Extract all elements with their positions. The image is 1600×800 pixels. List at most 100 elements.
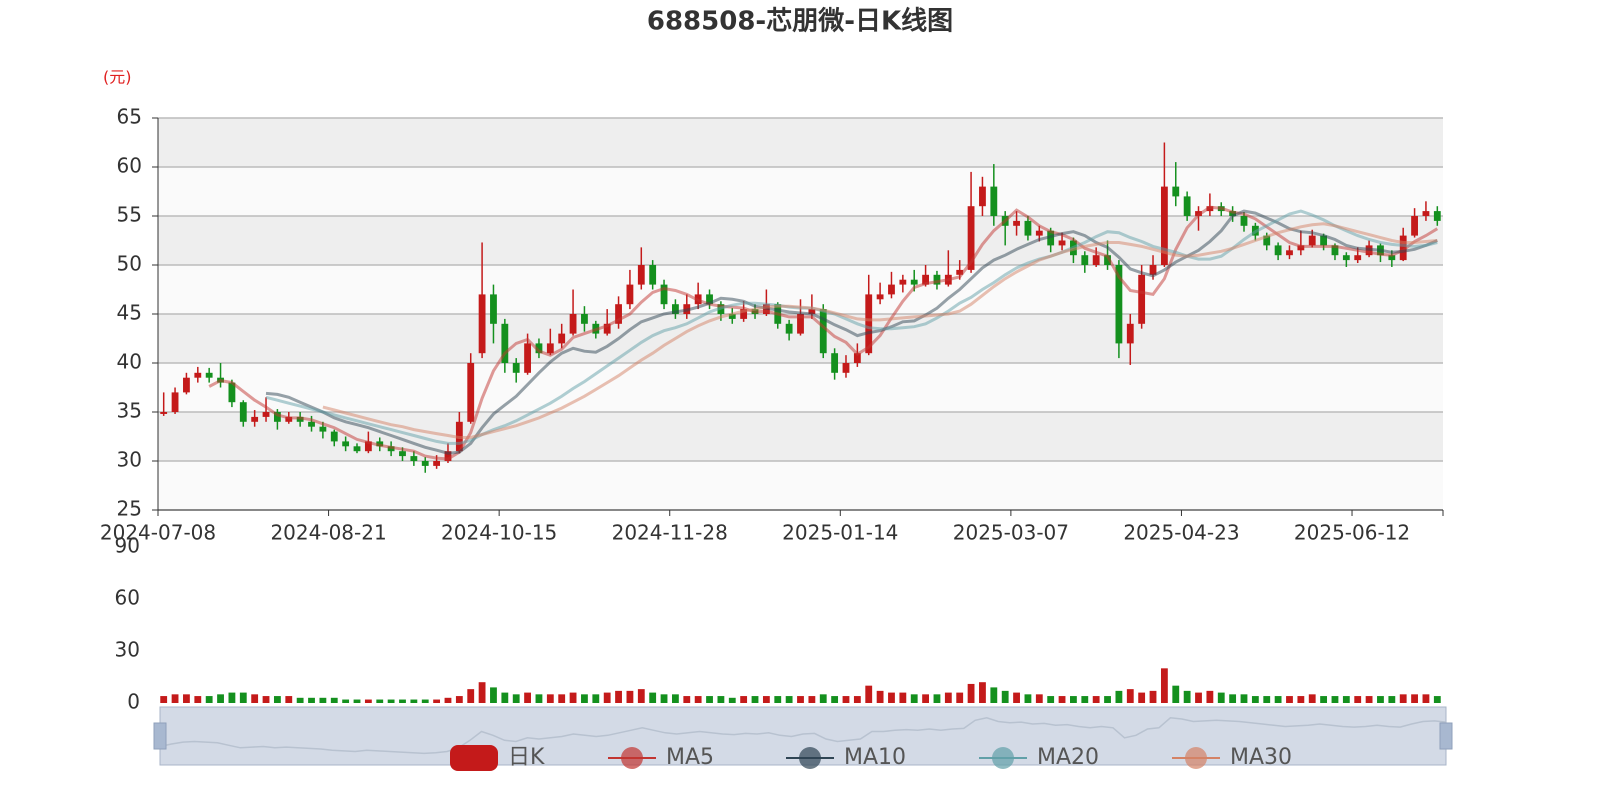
candle-body bbox=[262, 412, 270, 417]
x-tick-label: 2025-04-23 bbox=[1123, 521, 1239, 545]
candle-body bbox=[728, 314, 736, 319]
volume-bar bbox=[1411, 694, 1418, 703]
candle-body bbox=[467, 363, 475, 422]
volume-bar bbox=[1149, 690, 1157, 703]
volume-bar bbox=[649, 692, 657, 703]
legend-icon bbox=[621, 747, 643, 769]
volume-tick-label: 90 bbox=[115, 534, 140, 558]
volume-bar bbox=[1047, 696, 1055, 703]
candle-body bbox=[1115, 265, 1123, 344]
volume-bar bbox=[853, 696, 861, 703]
candle-body bbox=[672, 304, 679, 314]
candle-body bbox=[1331, 245, 1339, 256]
volume-bar bbox=[1365, 696, 1373, 703]
volume-bar bbox=[581, 694, 588, 703]
legend-item[interactable]: MA30 bbox=[1172, 745, 1292, 770]
volume-bar bbox=[944, 692, 952, 703]
volume-bar bbox=[615, 690, 622, 703]
y-tick-label: 35 bbox=[117, 399, 142, 423]
candle-body bbox=[330, 431, 338, 442]
candle-body bbox=[444, 451, 452, 461]
candle-body bbox=[1092, 255, 1100, 265]
volume-bar bbox=[728, 697, 736, 703]
legend-item[interactable]: MA20 bbox=[979, 745, 1099, 770]
volume-bar bbox=[376, 699, 384, 703]
legend-item[interactable]: MA5 bbox=[608, 745, 714, 770]
y-unit: (元) bbox=[103, 68, 132, 87]
volume-bar bbox=[1331, 696, 1339, 703]
volume-bar bbox=[1433, 696, 1441, 703]
volume-bar bbox=[637, 689, 645, 703]
y-tick-label: 40 bbox=[117, 350, 142, 374]
candle-body bbox=[319, 426, 327, 432]
candle-body bbox=[888, 284, 895, 295]
volume-bar bbox=[774, 696, 782, 703]
volume-bar bbox=[433, 699, 441, 703]
volume-bar bbox=[1160, 668, 1168, 703]
candle-body bbox=[308, 421, 315, 427]
candle-body bbox=[1183, 196, 1191, 216]
volume-bar bbox=[285, 696, 293, 703]
candle-body bbox=[1081, 255, 1089, 265]
legend-label: MA10 bbox=[844, 745, 906, 770]
volume-bar bbox=[455, 696, 463, 703]
candle-body bbox=[1104, 255, 1111, 265]
volume-bar bbox=[672, 694, 679, 703]
candle-body bbox=[853, 353, 861, 363]
candle-body bbox=[205, 372, 213, 378]
volume-bar bbox=[478, 682, 486, 703]
volume-bar bbox=[865, 685, 873, 703]
y-tick-label: 30 bbox=[117, 448, 142, 472]
legend-icon bbox=[992, 747, 1014, 769]
candle-body bbox=[910, 279, 918, 285]
candle-body bbox=[1399, 235, 1407, 261]
candle-body bbox=[1411, 216, 1418, 236]
volume-bar bbox=[569, 692, 577, 703]
candle-body bbox=[922, 274, 929, 285]
volume-tick-label: 60 bbox=[115, 586, 140, 610]
volume-bar bbox=[933, 694, 941, 703]
candle-body bbox=[478, 294, 486, 354]
volume-bar bbox=[410, 699, 418, 703]
volume-bar bbox=[1024, 694, 1032, 703]
volume-bar bbox=[797, 696, 804, 703]
candle-body bbox=[421, 461, 429, 466]
zoom-handle[interactable] bbox=[153, 722, 167, 750]
legend-item[interactable]: MA10 bbox=[786, 745, 906, 770]
zoom-handle[interactable] bbox=[1439, 722, 1453, 750]
candle-body bbox=[433, 461, 441, 466]
candle-body bbox=[353, 446, 361, 452]
volume-bar bbox=[706, 696, 713, 703]
candle-body bbox=[1013, 220, 1020, 226]
legend-item[interactable]: 日K bbox=[450, 745, 545, 771]
candle-body bbox=[979, 186, 986, 207]
volume-bar bbox=[364, 699, 372, 703]
volume-bar bbox=[160, 696, 168, 703]
x-tick-label: 2024-07-08 bbox=[100, 521, 216, 545]
candle-body bbox=[1263, 235, 1271, 246]
candle-body bbox=[1422, 211, 1430, 216]
grid-band bbox=[158, 167, 1443, 216]
legend-icon bbox=[799, 747, 821, 769]
zoom-preview bbox=[159, 717, 1447, 755]
volume-bar bbox=[1115, 690, 1123, 703]
volume-tick-label: 30 bbox=[115, 638, 140, 662]
candle-body bbox=[1126, 323, 1134, 344]
volume-bar bbox=[490, 687, 497, 703]
volume-bar bbox=[1308, 694, 1316, 703]
candle-body bbox=[364, 441, 372, 452]
volume-bar bbox=[183, 694, 190, 703]
candle-body bbox=[819, 309, 827, 354]
candle-body bbox=[546, 343, 554, 354]
ma-line bbox=[322, 222, 1438, 439]
volume-bar bbox=[1070, 696, 1077, 703]
chart-title: 688508-芯朋微-日K线图 bbox=[647, 6, 953, 37]
y-tick-label: 60 bbox=[117, 154, 142, 178]
x-tick-label: 2025-01-14 bbox=[782, 521, 898, 545]
volume-bar bbox=[1195, 692, 1202, 703]
volume-bar bbox=[967, 683, 975, 703]
volume-bar bbox=[1251, 696, 1259, 703]
volume-bar bbox=[1422, 694, 1430, 703]
volume-bar bbox=[979, 682, 986, 703]
volume-bar bbox=[1240, 694, 1248, 703]
